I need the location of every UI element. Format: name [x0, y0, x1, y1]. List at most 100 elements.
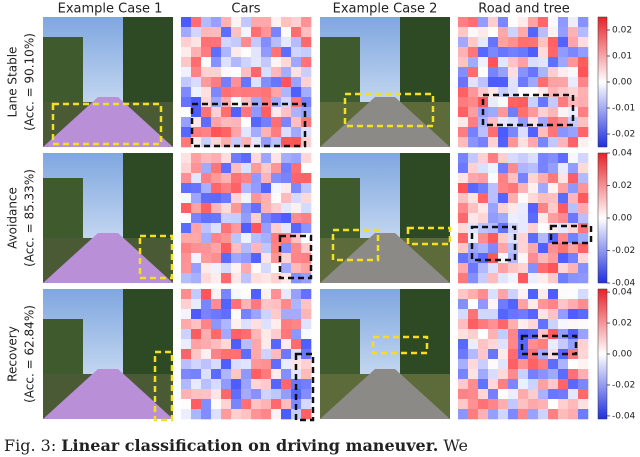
heatmap-cell: [221, 369, 232, 380]
heatmap-cell: [558, 57, 569, 68]
heatmap-cell: [488, 173, 499, 184]
heatmap-cell: [518, 127, 529, 138]
heatmap-cell: [538, 299, 549, 310]
heatmap-cell: [568, 369, 579, 380]
heatmap-cell: [468, 137, 479, 148]
heatmap-cell: [291, 57, 302, 68]
heatmap-cell: [211, 409, 222, 420]
heatmap-cell: [568, 193, 579, 204]
heatmap-cell: [231, 409, 242, 420]
heatmap-cell: [458, 37, 469, 48]
heatmap-cell: [518, 369, 529, 380]
heatmap-cell: [241, 389, 252, 400]
heatmap-cell: [558, 253, 569, 264]
heatmap-cell: [301, 273, 312, 284]
heatmap-cell: [498, 27, 509, 38]
heatmap-cell: [538, 153, 549, 164]
heatmap-cell: [251, 379, 262, 390]
heatmap-cell: [578, 203, 589, 214]
heatmap-cell: [221, 193, 232, 204]
heatmap-cell: [231, 359, 242, 370]
heatmap-cell: [558, 163, 569, 174]
heatmap-cell: [191, 369, 202, 380]
heatmap-cell: [181, 107, 192, 118]
heatmap-cell: [528, 213, 539, 224]
heatmap-cell: [241, 127, 252, 138]
heatmap-cell: [281, 273, 292, 284]
heatmap-cell: [508, 339, 519, 350]
heatmap-cell: [548, 183, 559, 194]
heatmap-cell: [578, 289, 589, 300]
heatmap-cell: [271, 203, 282, 214]
heatmap-cell: [488, 359, 499, 370]
heatmap-cell: [548, 233, 559, 244]
heatmap-cell: [211, 27, 222, 38]
heatmap-cell: [498, 193, 509, 204]
heatmap-cell: [548, 289, 559, 300]
heatmap-cell: [548, 127, 559, 138]
highlight-box: [331, 228, 380, 262]
heatmap-cell: [181, 17, 192, 28]
heatmap-cell: [221, 153, 232, 164]
heatmap-cell: [518, 243, 529, 254]
heatmap-cell: [508, 243, 519, 254]
heatmap-cell: [241, 263, 252, 274]
heatmap-cell: [221, 57, 232, 68]
heatmap-cell: [271, 309, 282, 320]
heatmap-cell: [291, 137, 302, 148]
heatmap-cell: [191, 117, 202, 128]
heatmap-cell: [291, 173, 302, 184]
heatmap-cell: [548, 299, 559, 310]
heatmap-cell: [191, 17, 202, 28]
heatmap-cell: [201, 309, 212, 320]
heatmap-cell: [518, 399, 529, 410]
heatmap-cell: [291, 253, 302, 264]
heatmap-cell: [211, 243, 222, 254]
heatmap-cell: [528, 399, 539, 410]
heatmap-cell: [488, 263, 499, 274]
photo: [43, 17, 173, 147]
heatmap-cell: [231, 399, 242, 410]
heatmap-cell: [578, 77, 589, 88]
heatmap-cell: [488, 289, 499, 300]
heatmap-cell: [468, 17, 479, 28]
heatmap-cell: [211, 137, 222, 148]
heatmap-cell: [211, 203, 222, 214]
heatmap-cell: [478, 127, 489, 138]
heatmap-cell: [528, 107, 539, 118]
heatmap-cell: [181, 233, 192, 244]
heatmap-cell: [261, 389, 272, 400]
heatmap-cell: [518, 173, 529, 184]
heatmap-cell: [281, 27, 292, 38]
heatmap-cell: [221, 233, 232, 244]
heatmap-cell: [478, 359, 489, 370]
heatmap-cell: [548, 173, 559, 184]
heatmap-cell: [221, 127, 232, 138]
colorbar-tick-label: 0.01: [612, 52, 632, 62]
heatmap-cell: [468, 173, 479, 184]
heatmap-cell: [201, 57, 212, 68]
heatmap-cell: [518, 223, 529, 234]
heatmap-cell: [301, 193, 312, 204]
heatmap-cell: [538, 37, 549, 48]
heatmap-cell: [518, 183, 529, 194]
heatmap-cell: [201, 97, 212, 108]
heatmap-cell: [241, 117, 252, 128]
heatmap-cell: [478, 309, 489, 320]
heatmap-cell: [241, 193, 252, 204]
heatmap-cell: [458, 319, 469, 330]
heatmap-cell: [518, 193, 529, 204]
heatmap-cell: [578, 87, 589, 98]
heatmap-cell: [261, 299, 272, 310]
heatmap-cell: [201, 223, 212, 234]
heatmap-cell: [181, 97, 192, 108]
heatmap-cell: [468, 107, 479, 118]
heatmap-cell: [498, 163, 509, 174]
heatmap-cell: [498, 243, 509, 254]
heatmap-cell: [181, 399, 192, 410]
heatmap-cell: [498, 77, 509, 88]
heatmap-cell: [568, 223, 579, 234]
heatmap-cell: [231, 137, 242, 148]
heatmap-cell: [281, 97, 292, 108]
heatmap-cell: [211, 17, 222, 28]
